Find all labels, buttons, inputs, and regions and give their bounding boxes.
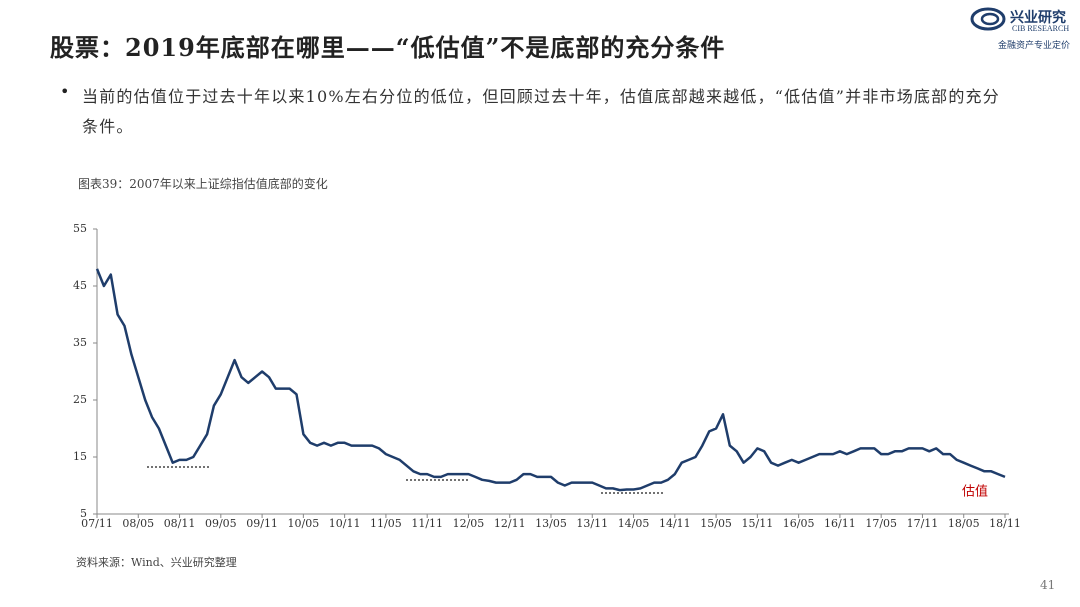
y-tick-label: 45 bbox=[73, 279, 87, 292]
bullet-dot: • bbox=[60, 82, 70, 101]
page-number: 41 bbox=[1040, 578, 1056, 592]
x-tick-label: 11/11 bbox=[411, 517, 443, 530]
y-tick-label: 15 bbox=[73, 450, 87, 463]
x-tick-label: 11/05 bbox=[370, 517, 402, 530]
line-series bbox=[95, 268, 1006, 492]
chart-caption: 图表39：2007年以来上证综指估值底部的变化 bbox=[78, 177, 328, 191]
source: 资料来源：Wind、兴业研究整理 bbox=[76, 556, 237, 569]
x-tick-label: 09/05 bbox=[205, 517, 237, 530]
x-tick-label: 08/05 bbox=[122, 517, 154, 530]
y-tick-label: 55 bbox=[73, 222, 87, 235]
y-tick-label: 35 bbox=[73, 336, 87, 349]
logo-slogan: 金融资产专业定价 bbox=[998, 41, 1071, 51]
logo-english: CIB RESEARCH bbox=[1012, 24, 1070, 33]
logo-name: 兴业研究 bbox=[1010, 10, 1066, 26]
x-tick-label: 07/11 bbox=[81, 517, 113, 530]
y-tick-label: 25 bbox=[73, 393, 87, 406]
x-tick-label: 13/11 bbox=[576, 517, 608, 530]
legend-label: 估值 bbox=[962, 484, 988, 500]
x-tick-label: 16/05 bbox=[783, 517, 815, 530]
x-tick-label: 15/05 bbox=[700, 517, 732, 530]
x-tick-label: 15/11 bbox=[742, 517, 774, 530]
x-tick-label: 08/11 bbox=[164, 517, 196, 530]
x-tick-label: 10/11 bbox=[329, 517, 361, 530]
x-tick-label: 16/11 bbox=[824, 517, 856, 530]
x-tick-label: 17/05 bbox=[865, 517, 897, 530]
x-tick-label: 18/11 bbox=[989, 517, 1021, 530]
x-tick-label: 10/05 bbox=[288, 517, 320, 530]
x-tick-label: 12/05 bbox=[453, 517, 485, 530]
slide-title: 股票：2019年底部在哪里——“低估值”不是底部的充分条件 bbox=[50, 33, 726, 62]
bullet-text: 当前的估值位于过去十年以来10%左右分位的低位，但回顾过去十年，估值底部越来越低… bbox=[82, 87, 1000, 136]
y-tick-label: 5 bbox=[80, 507, 87, 520]
x-tick-label: 17/11 bbox=[907, 517, 939, 530]
x-tick-label: 13/05 bbox=[535, 517, 567, 530]
x-tick-label: 14/11 bbox=[659, 517, 691, 530]
logo-icon bbox=[970, 7, 1006, 31]
x-tick-label: 18/05 bbox=[948, 517, 980, 530]
x-tick-label: 14/05 bbox=[618, 517, 650, 530]
x-tick-label: 12/11 bbox=[494, 517, 526, 530]
x-tick-label: 09/11 bbox=[246, 517, 278, 530]
